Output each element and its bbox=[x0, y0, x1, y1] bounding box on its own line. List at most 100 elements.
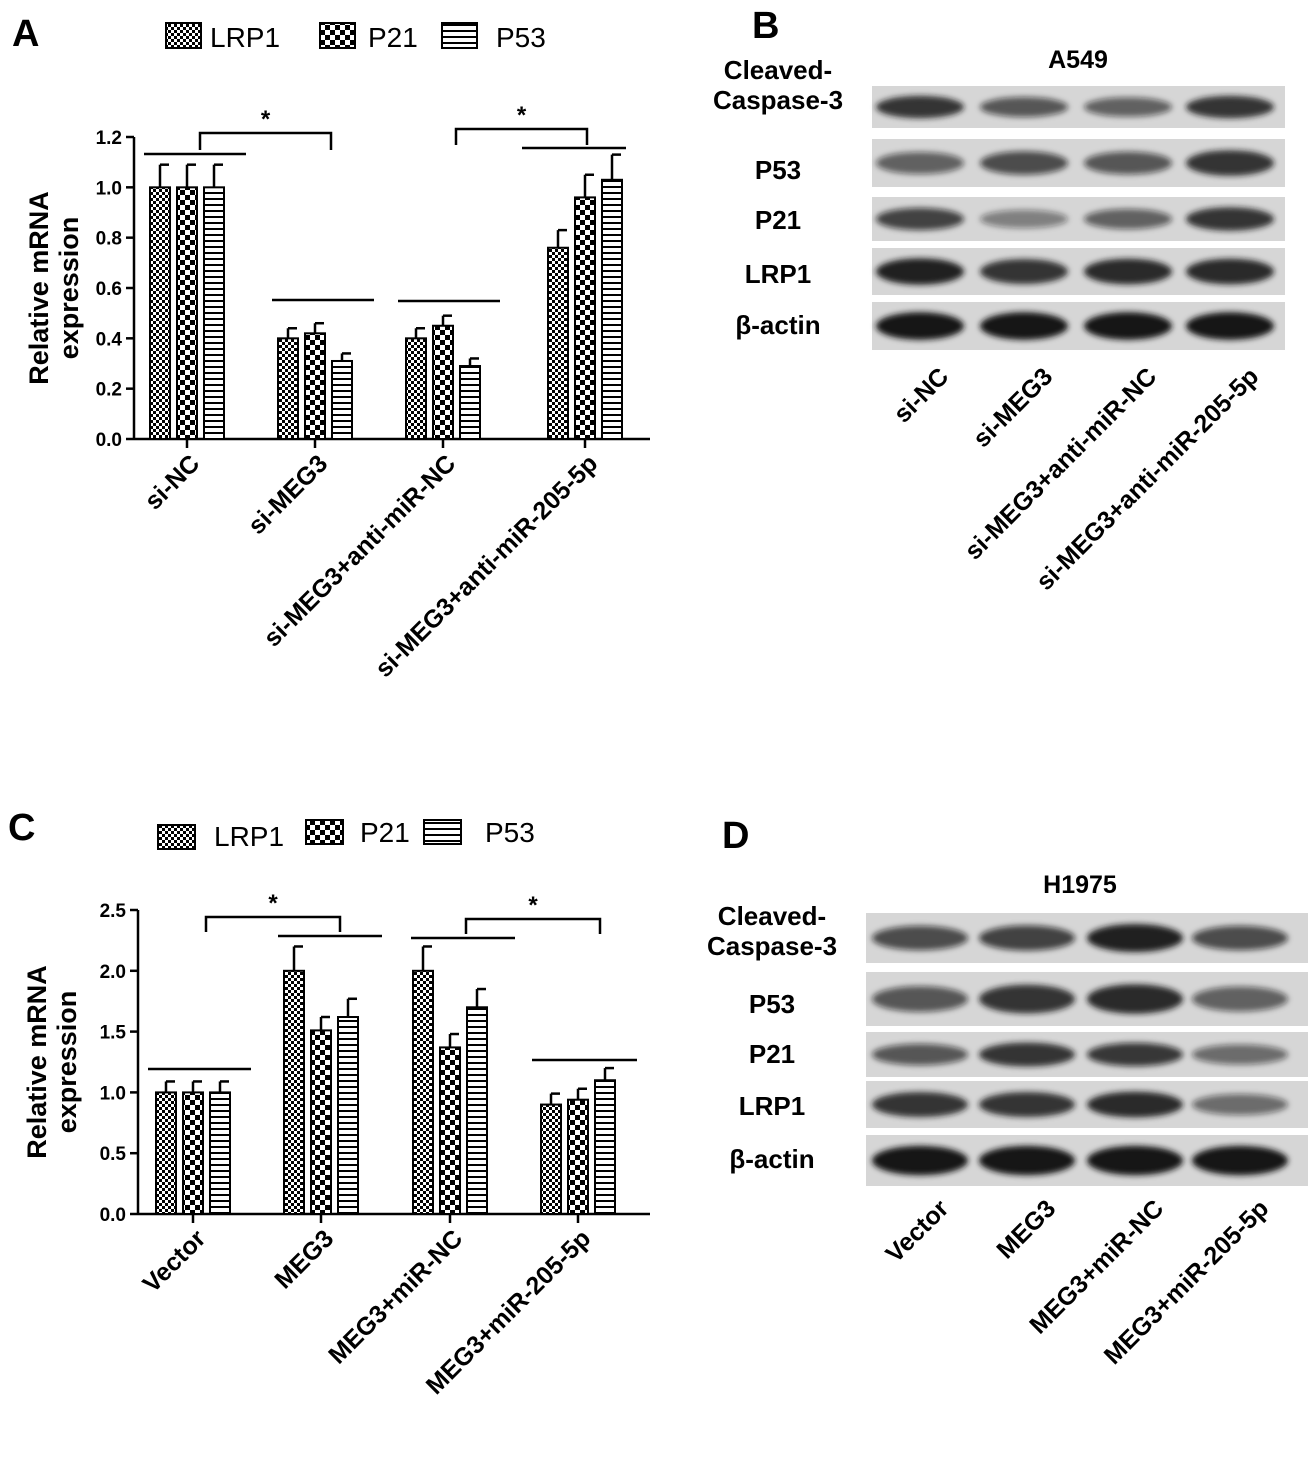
blot-lane-label: si-NC bbox=[888, 362, 954, 428]
blot-band bbox=[876, 258, 964, 285]
panel-label-c: C bbox=[8, 807, 35, 849]
blot-row-label: LRP1 bbox=[739, 1091, 805, 1121]
bar-p53 bbox=[209, 1091, 231, 1216]
bar-lrp1 bbox=[412, 969, 434, 1215]
bar-p21 bbox=[310, 1029, 332, 1216]
blot-band bbox=[872, 1043, 968, 1066]
blot-row-label: P21 bbox=[749, 1039, 795, 1069]
western-blot-d: H1975 Cleaved-Caspase-3 P53 P21 LRP1 β-actin… bbox=[707, 871, 1308, 1370]
blot-row-label: Cleaved- bbox=[718, 901, 826, 931]
blot-band bbox=[1192, 1044, 1288, 1065]
blot-band bbox=[980, 97, 1068, 117]
y-tick-label: 2.0 bbox=[100, 962, 126, 983]
bar-lrp1 bbox=[540, 1103, 562, 1216]
blot-band bbox=[1084, 208, 1172, 230]
bar-p53 bbox=[601, 178, 623, 441]
y-axis-title-c: Relative mRNA expression bbox=[22, 965, 82, 1159]
blot-band bbox=[872, 1145, 968, 1176]
y-tick-label: 0.0 bbox=[100, 1205, 126, 1226]
blot-row-label: Cleaved- bbox=[724, 55, 832, 85]
bar-p53 bbox=[203, 186, 225, 440]
bar-lrp1 bbox=[149, 186, 171, 440]
blot-lane-label: MEG3 bbox=[991, 1194, 1061, 1264]
y-tick-label: 0.2 bbox=[96, 380, 122, 401]
blot-band bbox=[872, 986, 968, 1012]
bar-p21 bbox=[574, 196, 596, 440]
y-tick-label: 0.6 bbox=[96, 279, 122, 300]
significance-bracket bbox=[454, 127, 589, 145]
blot-band bbox=[1192, 986, 1288, 1012]
bar-p21 bbox=[182, 1091, 204, 1216]
legend-label-p21: P21 bbox=[368, 22, 418, 53]
blot-band bbox=[1186, 258, 1274, 285]
bar-p21 bbox=[432, 324, 454, 440]
blot-band bbox=[979, 1042, 1075, 1067]
category-label: si-MEG3+anti-miR-205-5p bbox=[370, 449, 603, 682]
blot-band bbox=[1186, 312, 1274, 340]
y-axis-title-a: Relative mRNA expression bbox=[24, 191, 84, 385]
blot-band bbox=[1084, 151, 1172, 175]
blot-row-label: β-actin bbox=[729, 1144, 814, 1174]
panel-label-d: D bbox=[722, 815, 749, 857]
significance-star: * bbox=[528, 892, 538, 919]
blot-band bbox=[1087, 1145, 1183, 1176]
y-tick-label: 0.5 bbox=[100, 1144, 127, 1165]
western-blot-b: A549 Cleaved-Caspase-3 P53 P21 LRP1 β-actin s… bbox=[713, 46, 1285, 596]
category-label: si-NC bbox=[139, 449, 205, 515]
y-tick-label: 0.4 bbox=[96, 329, 123, 350]
y-tick-label: 1.0 bbox=[100, 1083, 126, 1104]
panel-label-b: B bbox=[752, 5, 779, 47]
blot-band bbox=[980, 258, 1068, 285]
blot-band bbox=[872, 925, 968, 951]
bar-p21 bbox=[439, 1046, 461, 1215]
blot-band bbox=[876, 95, 964, 119]
blot-lane-label: si-MEG3+anti-miR-NC bbox=[959, 362, 1162, 565]
blot-band bbox=[876, 151, 964, 175]
blot-row-label: Caspase-3 bbox=[713, 85, 843, 115]
category-label: MEG3 bbox=[269, 1224, 339, 1294]
blot-band bbox=[872, 1091, 968, 1118]
category-label: si-MEG3 bbox=[243, 449, 334, 540]
legend-swatch-lrp1 bbox=[157, 824, 196, 850]
blot-band bbox=[1084, 97, 1172, 117]
bar-p53 bbox=[337, 1016, 359, 1215]
blot-row-label: P53 bbox=[755, 155, 801, 185]
blot-band bbox=[1186, 150, 1274, 176]
blot-row-label: P21 bbox=[755, 205, 801, 235]
bar-p21 bbox=[567, 1098, 589, 1216]
blot-row-label: β-actin bbox=[735, 310, 820, 340]
blot-row-label: Caspase-3 bbox=[707, 931, 837, 961]
bar-p53 bbox=[594, 1079, 616, 1215]
category-label: MEG3+miR-NC bbox=[323, 1224, 468, 1369]
y-tick-label: 0.8 bbox=[96, 229, 122, 250]
y-tick-label: 0.0 bbox=[96, 430, 122, 451]
panel-label-a: A bbox=[12, 13, 39, 55]
blot-band bbox=[979, 925, 1075, 951]
blot-band bbox=[1087, 984, 1183, 1014]
blot-band bbox=[980, 312, 1068, 340]
blot-band bbox=[979, 984, 1075, 1014]
y-tick-label: 1.5 bbox=[100, 1023, 127, 1044]
legend-label-lrp1: LRP1 bbox=[214, 821, 284, 852]
blot-band bbox=[980, 209, 1068, 229]
blot-band bbox=[876, 207, 964, 231]
blot-band bbox=[1087, 1042, 1183, 1067]
significance-bracket bbox=[204, 915, 342, 932]
blot-band bbox=[1192, 1145, 1288, 1176]
bar-lrp1 bbox=[155, 1091, 177, 1216]
blot-lane-label: si-MEG3 bbox=[968, 362, 1059, 453]
legend-label-p53: P53 bbox=[485, 817, 535, 848]
blot-band bbox=[1084, 312, 1172, 340]
blot-lane-label: si-MEG3+anti-miR-205-5p bbox=[1031, 362, 1264, 595]
y-axis-title-line1: Relative mRNA bbox=[22, 965, 52, 1159]
bar-lrp1 bbox=[547, 246, 569, 440]
bar-chart-a: 0.0 0.2 0.4 0.6 0.8 1.0 1.2 si-NC si-MEG3 si-MEG3… bbox=[96, 102, 650, 683]
blot-band bbox=[1087, 923, 1183, 953]
blot-row-label: P53 bbox=[749, 989, 795, 1019]
legend-swatch-lrp1 bbox=[165, 22, 202, 49]
y-tick-label: 1.2 bbox=[96, 128, 122, 149]
legend-panel-c: LRP1 P21 P53 bbox=[157, 817, 535, 852]
significance-star: * bbox=[261, 106, 271, 133]
blot-band bbox=[1084, 258, 1172, 285]
